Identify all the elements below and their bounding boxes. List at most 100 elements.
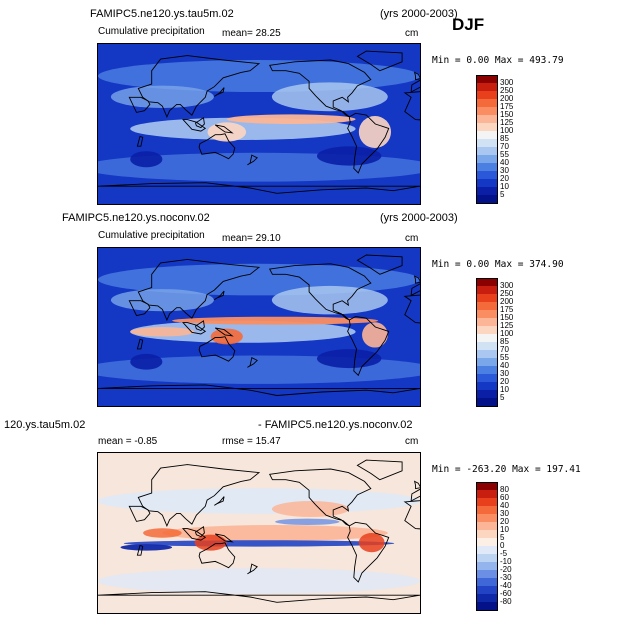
panel-3-rmse: rmse = 15.47 [222,436,281,447]
colorbar-swatch [476,594,498,602]
colorbar-label: 5 [500,533,505,542]
colorbar-label: 30 [500,369,509,378]
panel-3-units: cm [405,436,419,447]
coastline-australia [198,133,236,160]
panel-3-mean: mean = -0.85 [98,436,158,447]
field-band [123,540,395,547]
coastline-africa [403,500,420,530]
coastline-madagascar [136,544,144,556]
colorbar-swatch [476,163,498,171]
field-band [98,568,420,594]
panel-1-subtitle: Cumulative precipitation [98,26,205,37]
colorbar-label: -30 [500,573,512,582]
panel-2-map [97,247,421,407]
colorbar-label: -5 [500,549,508,558]
panel-2-minmax: Min = 0.00 Max = 374.90 [432,259,564,270]
colorbar-label: 20 [500,377,509,386]
colorbar-swatch [476,286,498,294]
colorbar-label: 100 [500,126,514,135]
colorbar-swatch [476,546,498,554]
colorbar-swatch [476,171,498,179]
colorbar-swatch [476,75,498,84]
coastline-arabia [128,300,151,317]
colorbar-swatch [476,91,498,99]
coastline-samerica [347,112,390,174]
colorbar-label: 20 [500,174,509,183]
colorbar-swatch [476,562,498,570]
colorbar-label: 150 [500,313,514,322]
coastline-nz [247,154,258,166]
coastline-greenland [356,459,403,481]
colorbar-label: 125 [500,321,514,330]
colorbar-swatch [476,522,498,530]
colorbar-label: 30 [500,509,509,518]
colorbar-label: 300 [500,281,514,290]
colorbar-label: 175 [500,305,514,314]
coastline-samerica [347,521,390,583]
colorbar-swatch [476,390,498,398]
colorbar-label: 70 [500,142,509,151]
colorbar-swatch [476,382,498,390]
field-band [98,488,420,514]
coastline-nz [247,563,258,575]
colorbar-swatch [476,107,498,115]
colorbar-swatch [476,187,498,195]
colorbar-swatch [476,374,498,382]
colorbar-label: -40 [500,581,512,590]
colorbar-swatch [476,578,498,586]
field-band [172,316,379,325]
colorbar-label: 40 [500,158,509,167]
colorbar-swatch [476,139,498,147]
field-band [110,85,214,108]
field-band [358,533,385,553]
coastline-samerica [347,316,390,377]
colorbar-swatch [476,99,498,107]
colorbar-label: 40 [500,501,509,510]
colorbar-swatch [476,342,498,350]
colorbar-swatch [476,294,498,302]
colorbar-label: 55 [500,150,509,159]
panel-2-mean: mean= 29.10 [222,233,281,244]
colorbar-label: 5 [500,393,505,402]
coastline-indonesia [181,119,207,132]
coastline-africa [403,91,420,121]
colorbar-swatch [476,278,498,287]
colorbar-label: 200 [500,94,514,103]
field-band [271,82,388,112]
field-band [271,285,388,315]
colorbar-swatch [476,482,498,491]
coastline-namerica [269,468,372,527]
panel-2-title-left: FAMIPC5.ne120.ys.noconv.02 [62,212,210,224]
panel-3-title-left: 120.ys.tau5m.02 [4,419,86,431]
coastline-nz [247,357,258,368]
panel-3-colorbar: 80 60 40 30 20 10 5 0 -5 -10 -20 -30 -40 -60 -80 [476,482,536,611]
colorbar-label: 85 [500,134,509,143]
coastline-newguinea [214,124,234,134]
colorbar-label: 55 [500,353,509,362]
colorbar-label: 10 [500,525,509,534]
coastline-australia [198,542,236,569]
panel-1-units: cm [405,28,419,39]
coastline-borneo [194,117,205,129]
colorbar-label: 30 [500,166,509,175]
colorbar-label: 250 [500,86,514,95]
colorbar-label: 5 [500,190,505,199]
season-label: DJF [452,15,485,34]
panel-3-map [97,452,421,614]
colorbar-swatch [476,498,498,506]
field-band [120,544,173,551]
colorbar-swatch [476,350,498,358]
field-band [275,518,340,525]
colorbar-swatch [476,530,498,538]
colorbar-swatch [476,538,498,546]
field-band [316,146,382,166]
colorbar-swatch [476,366,498,374]
coastline-madagascar [136,338,144,350]
panel-2-subtitle: Cumulative precipitation [98,230,205,241]
colorbar-label: 85 [500,337,509,346]
panel-2-colorbar: 300 250 200 175 150 125 100 85 70 55 40 30 20 10 5 [476,278,536,407]
colorbar-label: -10 [500,557,512,566]
coastline-borneo [194,526,205,538]
colorbar-label: -20 [500,565,512,574]
coastline-madagascar [136,135,144,147]
